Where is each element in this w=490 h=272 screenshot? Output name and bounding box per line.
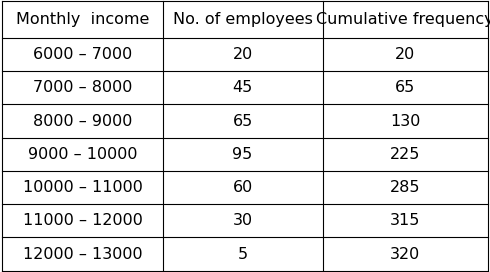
Text: 65: 65 (395, 80, 415, 95)
Text: 95: 95 (232, 147, 253, 162)
Text: 45: 45 (232, 80, 253, 95)
Text: 315: 315 (390, 213, 420, 228)
Text: 8000 – 9000: 8000 – 9000 (33, 113, 132, 129)
Text: 130: 130 (390, 113, 420, 129)
Text: 320: 320 (390, 246, 420, 261)
Text: Cumulative frequency: Cumulative frequency (316, 12, 490, 27)
Text: 5: 5 (238, 246, 247, 261)
Text: 7000 – 8000: 7000 – 8000 (33, 80, 132, 95)
Text: 11000 – 12000: 11000 – 12000 (23, 213, 143, 228)
Text: 12000 – 13000: 12000 – 13000 (23, 246, 142, 261)
Text: 20: 20 (232, 47, 253, 62)
Text: 60: 60 (232, 180, 253, 195)
Text: 30: 30 (233, 213, 253, 228)
Text: 65: 65 (232, 113, 253, 129)
Text: Monthly  income: Monthly income (16, 12, 149, 27)
Text: 10000 – 11000: 10000 – 11000 (23, 180, 143, 195)
Text: 6000 – 7000: 6000 – 7000 (33, 47, 132, 62)
Text: 225: 225 (390, 147, 420, 162)
Text: 285: 285 (390, 180, 420, 195)
Text: No. of employees: No. of employees (172, 12, 313, 27)
Text: 20: 20 (395, 47, 415, 62)
Text: 9000 – 10000: 9000 – 10000 (28, 147, 137, 162)
